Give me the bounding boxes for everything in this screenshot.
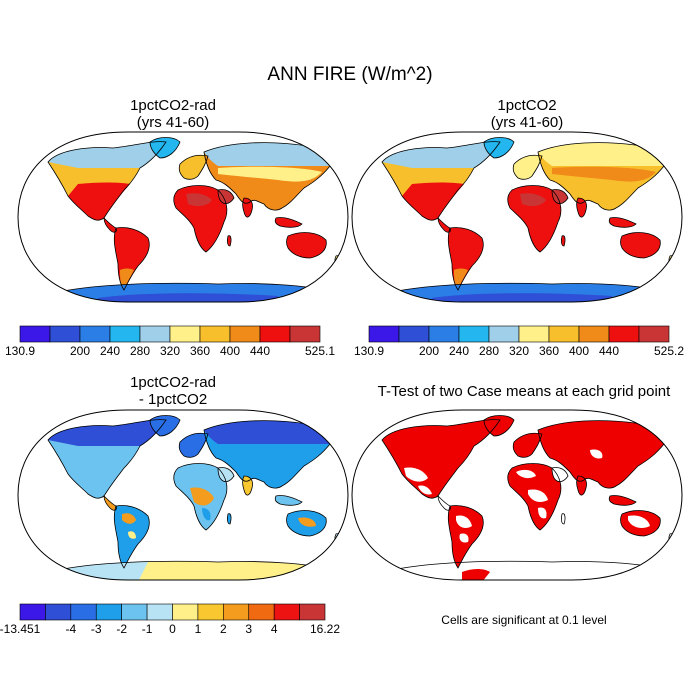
colorbar-label: 360	[190, 344, 210, 358]
colorbar-swatch	[248, 603, 275, 621]
panel-title-line2: (yrs 41-60)	[490, 114, 564, 131]
colorbar-swatch	[169, 325, 201, 343]
colorbar-swatch	[273, 603, 300, 621]
colorbar-swatch	[19, 325, 51, 343]
colorbar-swatch	[70, 603, 97, 621]
colorbar-label: 130.9	[5, 344, 35, 358]
colorbar-label: 400	[220, 344, 240, 358]
colorbar-swatch	[578, 325, 610, 343]
figure-title: ANN FIRE (W/m^2)	[267, 64, 433, 85]
panel-title-top-right: 1pctCO2 (yrs 41-60)	[372, 97, 682, 131]
colorbar-label: 16.22	[310, 622, 340, 636]
panel-title-line2: (yrs 41-60)	[136, 114, 210, 131]
panel-title-bottom-left: 1pctCO2-rad - 1pctCO2	[18, 374, 328, 408]
panel-title-line1: 1pctCO2	[497, 97, 557, 114]
colorbar-label: 525.2	[654, 344, 684, 358]
colorbar-label: 525.1	[305, 344, 335, 358]
colorbar-label: 240	[449, 344, 469, 358]
map-top-right	[351, 131, 683, 303]
colorbar-label: 400	[569, 344, 589, 358]
colorbar-swatch	[79, 325, 111, 343]
colorbar-swatch	[458, 325, 490, 343]
colorbar-label: 360	[539, 344, 559, 358]
map-bottom-right	[351, 409, 683, 581]
colorbar-swatch	[109, 325, 141, 343]
colorbar-swatch	[223, 603, 250, 621]
colorbar-swatch	[121, 603, 148, 621]
colorbar-label: 2	[220, 622, 227, 636]
colorbar-label: 440	[250, 344, 270, 358]
colorbar-label: 320	[509, 344, 529, 358]
colorbar-swatch	[638, 325, 670, 343]
colorbar-label: 200	[419, 344, 439, 358]
colorbar-label: 1	[195, 622, 202, 636]
colorbar-swatch	[19, 603, 46, 621]
panel-title-line1: 1pctCO2-rad	[130, 97, 216, 114]
panel-title-bottom-right: T-Test of two Case means at each grid po…	[377, 383, 671, 400]
panel-title-top-left: 1pctCO2-rad (yrs 41-60)	[18, 97, 328, 131]
colorbar-label: -4	[65, 622, 76, 636]
colorbar-label: -2	[116, 622, 127, 636]
colorbar-label: 4	[271, 622, 278, 636]
colorbar-swatch	[95, 603, 122, 621]
colorbar-swatch	[197, 603, 224, 621]
colorbar-swatch	[368, 325, 400, 343]
colorbar-swatch	[428, 325, 460, 343]
colorbar-label: 200	[70, 344, 90, 358]
colorbar-swatch	[139, 325, 171, 343]
colorbar-label: -3	[91, 622, 102, 636]
colorbar-label: 440	[599, 344, 619, 358]
colorbar-swatch	[518, 325, 550, 343]
colorbar-swatch	[49, 325, 81, 343]
colorbar-swatch	[229, 325, 261, 343]
colorbar-label: 320	[160, 344, 180, 358]
colorbar-swatch	[45, 603, 72, 621]
colorbar-swatch	[146, 603, 173, 621]
colorbar-label: -1	[142, 622, 153, 636]
colorbar-swatch	[608, 325, 640, 343]
significance-note: Cells are significant at 0.1 level	[441, 613, 607, 627]
map-bottom-left	[17, 409, 349, 581]
colorbar-label: 3	[245, 622, 252, 636]
panel-title-line1: 1pctCO2-rad	[130, 374, 216, 391]
colorbar-label: 0	[169, 622, 176, 636]
colorbar-top-right: 130.9 200 240 280 320 360 400 440 525.2	[354, 325, 684, 358]
colorbar-swatch	[199, 325, 231, 343]
map-top-left	[17, 131, 349, 303]
colorbar-label: 240	[100, 344, 120, 358]
colorbar-swatch	[172, 603, 199, 621]
colorbar-label: 280	[479, 344, 499, 358]
panel-title-line2: - 1pctCO2	[138, 391, 208, 408]
colorbar-bottom-left: -13.451 -4 -3 -2 -1 0 1 2 3 4 16.22	[0, 603, 340, 636]
colorbar-label: -13.451	[0, 622, 41, 636]
colorbar-swatch	[548, 325, 580, 343]
colorbar-label: 130.9	[354, 344, 384, 358]
colorbar-swatch	[488, 325, 520, 343]
colorbar-swatch	[289, 325, 321, 343]
colorbar-swatch	[299, 603, 326, 621]
colorbar-swatch	[259, 325, 291, 343]
colorbar-label: 280	[130, 344, 150, 358]
colorbar-top-left: 130.9 200 240 280 320 360 400 440 525.1	[5, 325, 335, 358]
colorbar-swatch	[398, 325, 430, 343]
